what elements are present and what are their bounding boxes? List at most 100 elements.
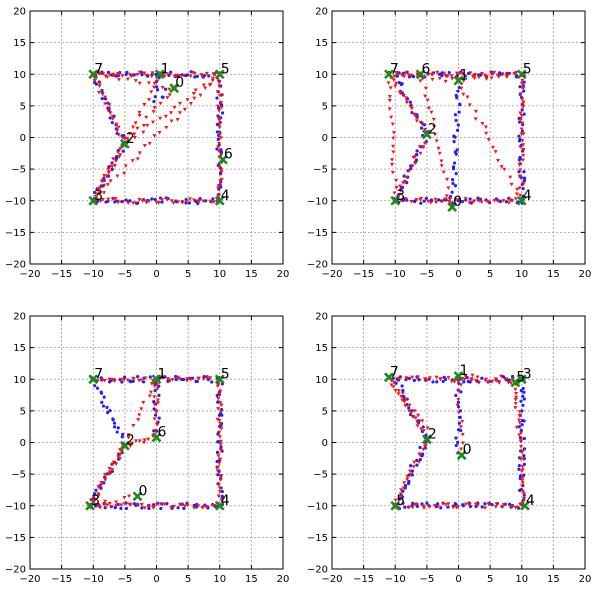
red-point [147,394,152,398]
red-point [510,199,515,203]
blue-point [174,377,178,382]
blue-point [447,70,451,75]
red-point [513,505,518,510]
red-point [450,77,455,81]
red-point [493,377,498,381]
blue-point [519,428,523,432]
red-point [127,494,132,499]
red-point [203,86,208,91]
red-point [182,504,187,508]
red-point [506,201,511,205]
red-point [113,159,118,163]
red-point [169,111,174,115]
red-point [435,504,440,509]
x-tick-label: −15 [353,574,374,585]
red-point [393,84,398,89]
red-point [114,503,119,508]
red-point [142,144,147,148]
blue-point [454,118,458,123]
red-point [460,441,465,445]
red-point [398,492,403,496]
blue-point [93,190,97,195]
red-point [198,93,203,98]
blue-point [400,384,404,388]
red-point [486,138,491,142]
node-marker [214,374,225,385]
red-point [395,72,400,76]
x-tick-label: −10 [83,574,104,585]
red-point [100,198,105,202]
blue-point [131,379,135,383]
blue-point [451,181,455,186]
red-point [482,73,487,78]
red-point [518,111,523,115]
node-marker-stroke [214,500,225,511]
red-point [153,429,158,433]
node-label: 3 [523,366,532,382]
red-point [521,143,526,147]
red-point [434,375,439,380]
red-point [409,73,414,78]
red-point [142,438,147,442]
node-label: 7 [94,366,103,382]
red-point [144,200,149,205]
red-point [155,387,160,391]
red-point [410,505,415,510]
red-point [413,115,418,119]
red-point [164,125,169,130]
red-point [419,427,424,431]
red-point [429,110,434,115]
red-point [216,80,221,85]
red-point [493,505,498,509]
blue-point [459,390,463,394]
red-point [502,167,507,172]
blue-point [182,506,186,510]
y-tick-label: 10 [13,375,26,386]
node-label: 1 [158,366,167,382]
plot-area [29,315,284,570]
blue-point [520,409,524,413]
red-point [135,502,140,507]
red-point [519,445,524,449]
red-point [146,503,151,508]
node-label: 1 [161,61,170,77]
red-point [129,74,134,79]
blue-point [397,81,401,85]
blue-point [202,374,206,379]
red-point [520,484,525,488]
node-label: 6 [224,147,233,163]
red-point [407,403,412,408]
red-point [519,81,524,86]
red-point [211,200,216,205]
blue-point [401,388,405,393]
red-point [473,109,478,114]
red-point [414,119,419,123]
red-point [460,72,465,76]
red-point [147,141,152,146]
blue-point [407,406,411,410]
y-tick-label: −10 [307,501,328,512]
blue-point [453,135,457,139]
red-point [476,75,481,80]
blue-point [497,71,502,75]
red-point [398,189,403,193]
blue-point [407,376,412,381]
red-point [434,200,439,205]
red-point [215,384,220,389]
blue-point [108,116,112,120]
red-point [131,377,136,381]
node-marker-stroke [421,434,432,445]
red-point [118,453,123,457]
red-point [166,378,171,383]
blue-point [408,100,412,104]
blue-point [153,413,158,417]
red-point [387,94,392,99]
red-point [428,201,433,205]
red-point [518,145,523,149]
blue-point [522,390,526,394]
red-point [149,74,154,79]
blue-point [457,85,461,90]
y-tick-label: 5 [322,406,328,417]
red-point [473,73,478,77]
node-marker-stroke [519,500,530,511]
